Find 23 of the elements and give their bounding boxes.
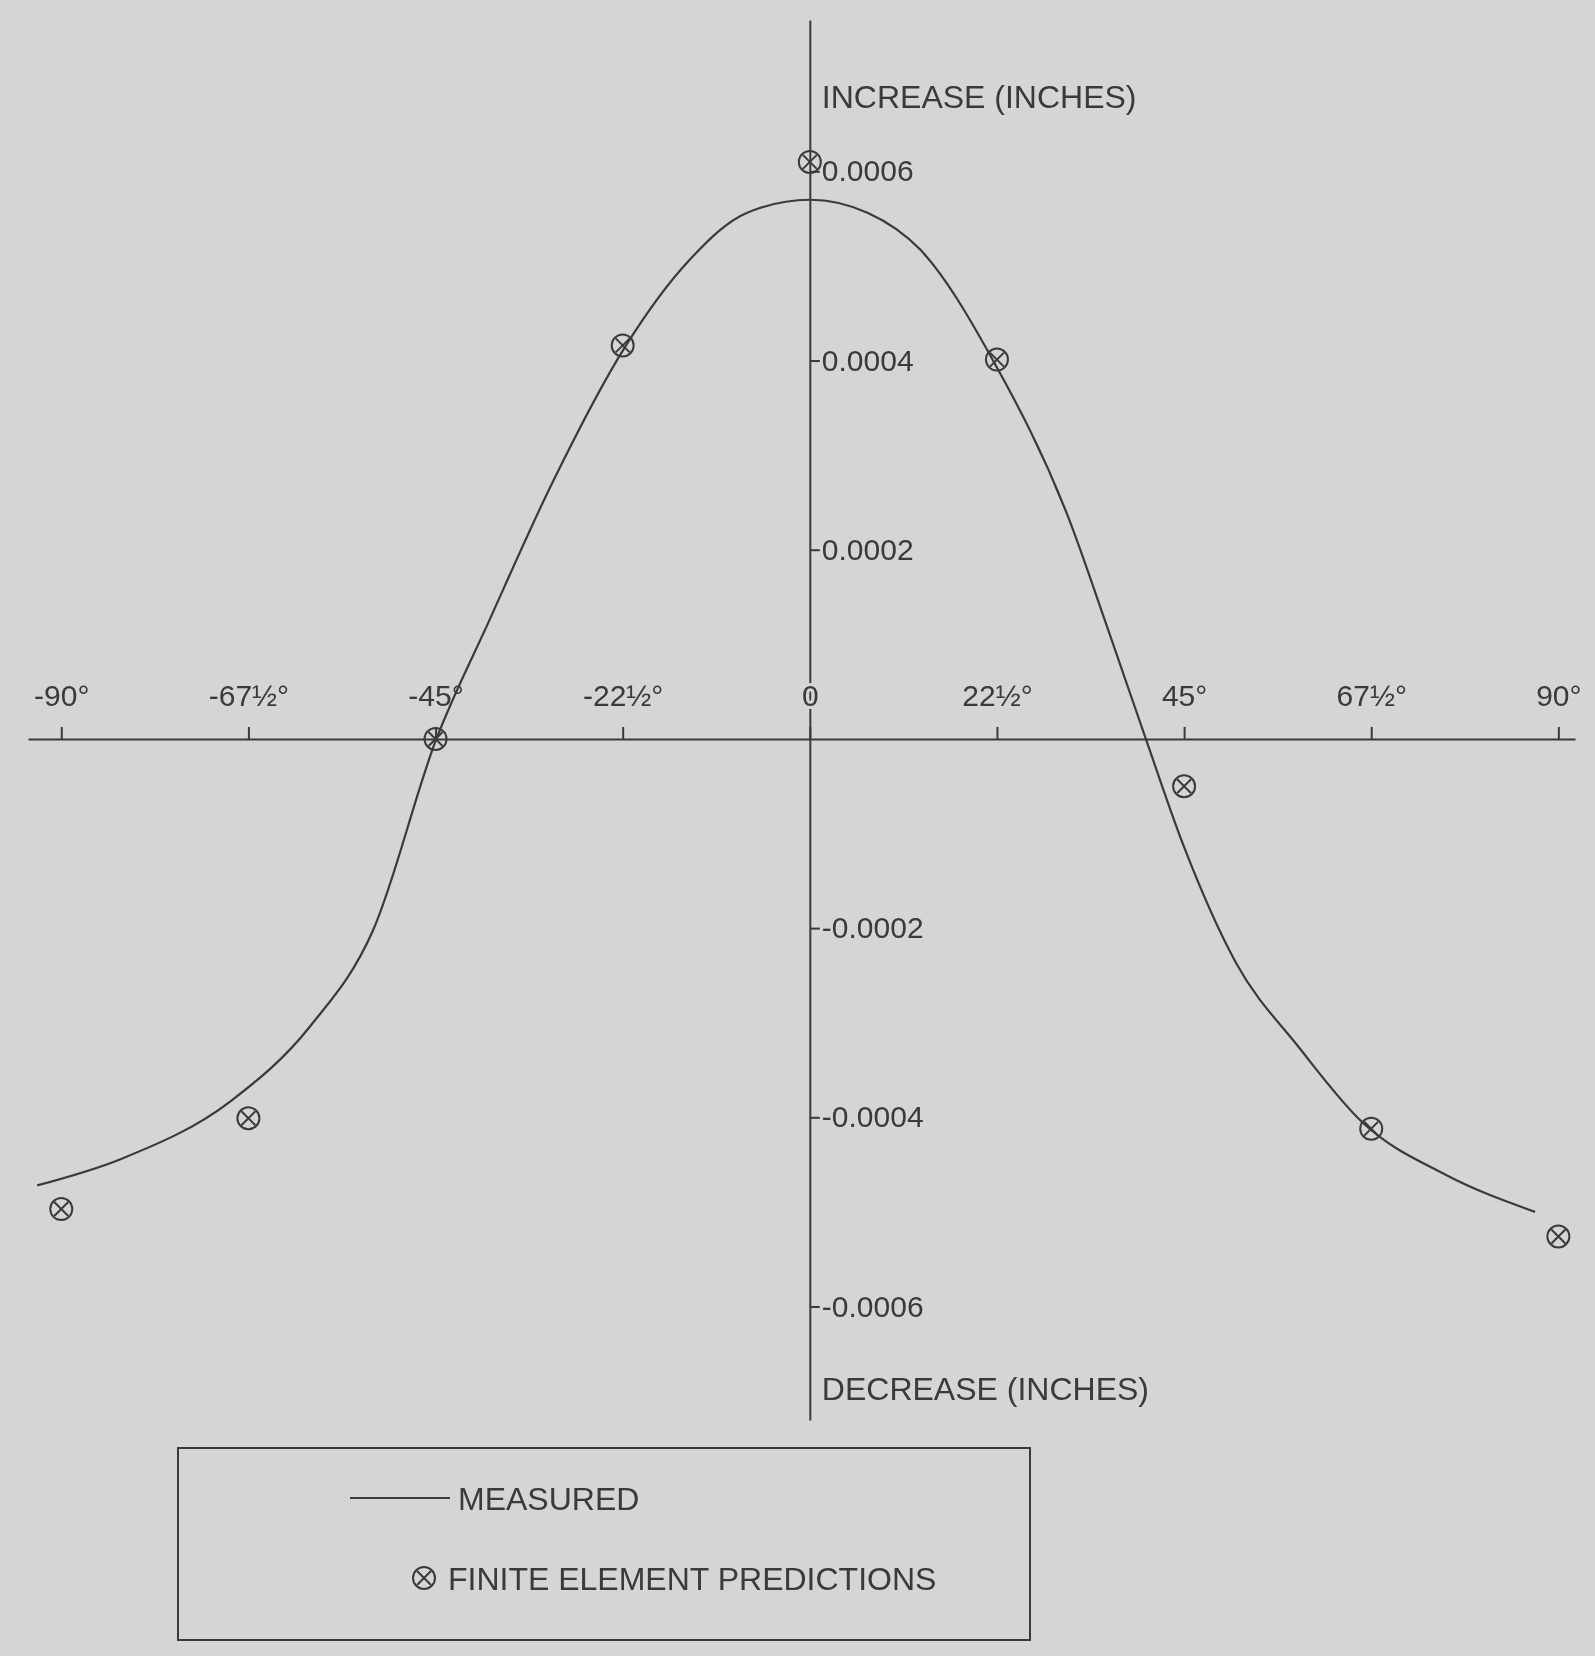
point xyxy=(49,1197,74,1222)
x-tick-label: -90° xyxy=(34,678,90,712)
y-tick-label: 0.0006 xyxy=(821,154,914,188)
y-tick-label: 0.0004 xyxy=(821,343,914,377)
x-tick-label: 22½° xyxy=(962,678,1033,712)
legend-label: FINITE ELEMENT PREDICTIONS xyxy=(448,1561,937,1597)
x-tick-label: 45° xyxy=(1161,678,1208,712)
x-tick-label: -22½° xyxy=(582,678,664,712)
annotation: DECREASE (INCHES) xyxy=(821,1371,1149,1407)
y-tick-label: -0.0002 xyxy=(821,911,924,945)
x-tick-label: 90° xyxy=(1536,678,1582,712)
y-tick-label: 0.0002 xyxy=(821,532,914,566)
point xyxy=(797,149,822,174)
x-tick-label: 67½° xyxy=(1336,678,1407,712)
point xyxy=(1172,774,1197,799)
y-tick-label: -0.0004 xyxy=(821,1100,924,1134)
y-axis-title: INCREASE (INCHES) xyxy=(821,79,1137,115)
point xyxy=(1546,1224,1571,1249)
legend-label: MEASURED xyxy=(458,1481,640,1517)
point xyxy=(1359,1116,1384,1141)
y-tick-label: -0.0006 xyxy=(821,1289,924,1323)
point xyxy=(236,1106,261,1131)
x-tick-label: -67½° xyxy=(208,678,290,712)
